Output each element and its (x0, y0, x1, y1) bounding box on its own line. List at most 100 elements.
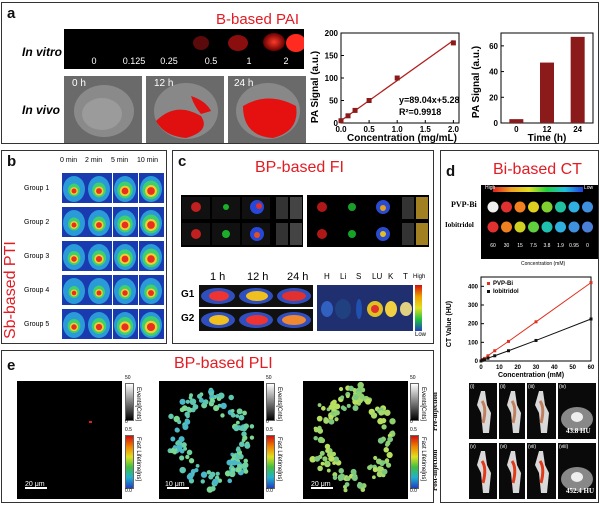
pli-particle (237, 463, 242, 469)
panel-b: b Sb-based PTI 0 min 2 min 5 min 10 min Gro… (1, 150, 167, 344)
pli-particle (326, 468, 331, 473)
pli-particle (238, 441, 245, 448)
in-vivo-0h-image: 0 h (64, 76, 142, 143)
pli-particle (384, 458, 390, 463)
ct-3d-image: (i) (469, 383, 497, 439)
pli-lifetime-label: Fast Lifetime[ns] (420, 437, 426, 482)
pti-thermal-image (139, 207, 164, 237)
pli-particle (345, 394, 350, 399)
pli-particle (249, 435, 255, 440)
pli-particle (360, 487, 366, 493)
pa-chart2-xtick-label: 24 (573, 125, 582, 134)
ct-roman-label: (i) (470, 384, 475, 390)
pa-chart1-ytick-label: 100 (325, 74, 339, 83)
fi-organ-4: K (388, 272, 394, 281)
pti-thermal-image (113, 241, 138, 271)
pti-group-2: Group 2 (24, 219, 50, 226)
pli-particle (235, 414, 240, 418)
pli-particle (384, 442, 390, 447)
ct-hu-value: 452.4 HU (566, 487, 594, 495)
pli-particle (331, 399, 337, 405)
ct-series-point (486, 356, 490, 360)
pa-chart2-xtick-label: 0 (514, 125, 519, 134)
ct-phantom-iobitridol (501, 221, 512, 233)
ct-phantom-iobitridol (582, 221, 593, 233)
pli-events-label: Events[Cnts] (135, 387, 141, 422)
pli-particle (317, 428, 324, 434)
pti-thermal-image (139, 275, 164, 305)
pli-lifetime-top: 0.5 (125, 427, 132, 433)
pli-lifetime-top: 0.5 (266, 427, 273, 433)
pli-particle (215, 471, 220, 476)
in-vivo-12h-image: 12 h (146, 76, 224, 143)
ct-series-point (589, 317, 593, 321)
pli-lifetime-bar (266, 435, 275, 489)
pli-particle (243, 458, 248, 464)
fi-time-1: 12 h (247, 271, 269, 283)
pli-particle (188, 395, 193, 400)
pli-particle (314, 455, 321, 462)
pli-particle (217, 478, 223, 483)
ct-xtick-label: 40 (551, 365, 558, 371)
ct-scale-bar (493, 187, 583, 192)
pli-particle (340, 395, 345, 400)
panel-c-title: BP-based FI (255, 159, 344, 176)
fi-row-0: G1 (181, 289, 195, 300)
pli-lifetime-bottom: 0.0 (125, 488, 132, 494)
pli-events-label: Events[Cnts] (276, 387, 282, 422)
pti-group-3: Group 3 (24, 253, 50, 260)
in-vitro-label: In vitro (22, 45, 63, 59)
fi-mouse-g1 (199, 285, 313, 307)
pli-particle (179, 398, 186, 405)
ct-phantom-pvp-bi (528, 201, 539, 213)
fi-organ-5: T (403, 272, 408, 281)
pli-particle (328, 455, 335, 462)
pli-particle (386, 451, 393, 459)
ct-phantom-iobitridol (568, 221, 580, 233)
pa-fit-line (340, 39, 454, 122)
pli-particle (179, 455, 185, 461)
fi-organs (317, 285, 413, 331)
ct-roman-label: (iv) (559, 384, 566, 390)
pli-particle (238, 414, 245, 421)
ct-phantom-pvp-bi (582, 201, 593, 213)
pli-particle (385, 462, 392, 468)
in-vitro-conc-4: 1 (246, 56, 252, 66)
pli-particle (235, 447, 241, 453)
pli-particle (370, 412, 378, 419)
pli-events-bottom: 0 (410, 419, 413, 425)
pti-time-3: 10 min (137, 157, 159, 164)
pli-particle (226, 459, 233, 466)
pa-linear-chart: 0.0 0.5 1.0 1.5 2.0 0 50 100 150 200 y=89.04x+5.2… (310, 29, 460, 143)
ct-xtick-label: 50 (569, 365, 576, 371)
pa-chart2-ytick-label: 0 (494, 119, 499, 128)
ct-scale-high: High (485, 185, 496, 191)
pli-particle (200, 479, 205, 484)
in-vitro-conc-5: 2 (283, 56, 289, 66)
pli-lifetime-bar (125, 435, 134, 489)
ct-legend-marker (487, 290, 490, 293)
pti-group-4: Group 4 (24, 287, 50, 294)
pli-image-3: 20 μm (303, 381, 408, 499)
time-12h: 12 h (154, 78, 174, 89)
ct-phantom-pvp-bi (555, 201, 566, 213)
ct-conc-label: 30 (504, 243, 510, 249)
pti-time-1: 2 min (85, 157, 103, 164)
pli-particle (244, 442, 251, 449)
ct-xtick-label: 30 (533, 365, 540, 371)
pli-particle (309, 456, 316, 463)
pli-particle (367, 465, 373, 471)
ct-xtick-label: 20 (514, 365, 521, 371)
pti-thermal-image (139, 173, 164, 203)
pa-chart1-xtick-label: 1.5 (420, 125, 432, 134)
pli-particle (316, 415, 323, 422)
pli-particle (342, 406, 347, 412)
fi-organ-0: H (324, 272, 330, 281)
pti-thermal-image (62, 309, 87, 339)
pli-particle (177, 420, 182, 425)
pa-chart1-xtick-label: 1.0 (392, 125, 404, 134)
ct-phantom-iobitridol (487, 221, 499, 233)
pli-particle (317, 403, 322, 407)
pa-bar (509, 119, 524, 123)
pa-bar (570, 36, 585, 123)
